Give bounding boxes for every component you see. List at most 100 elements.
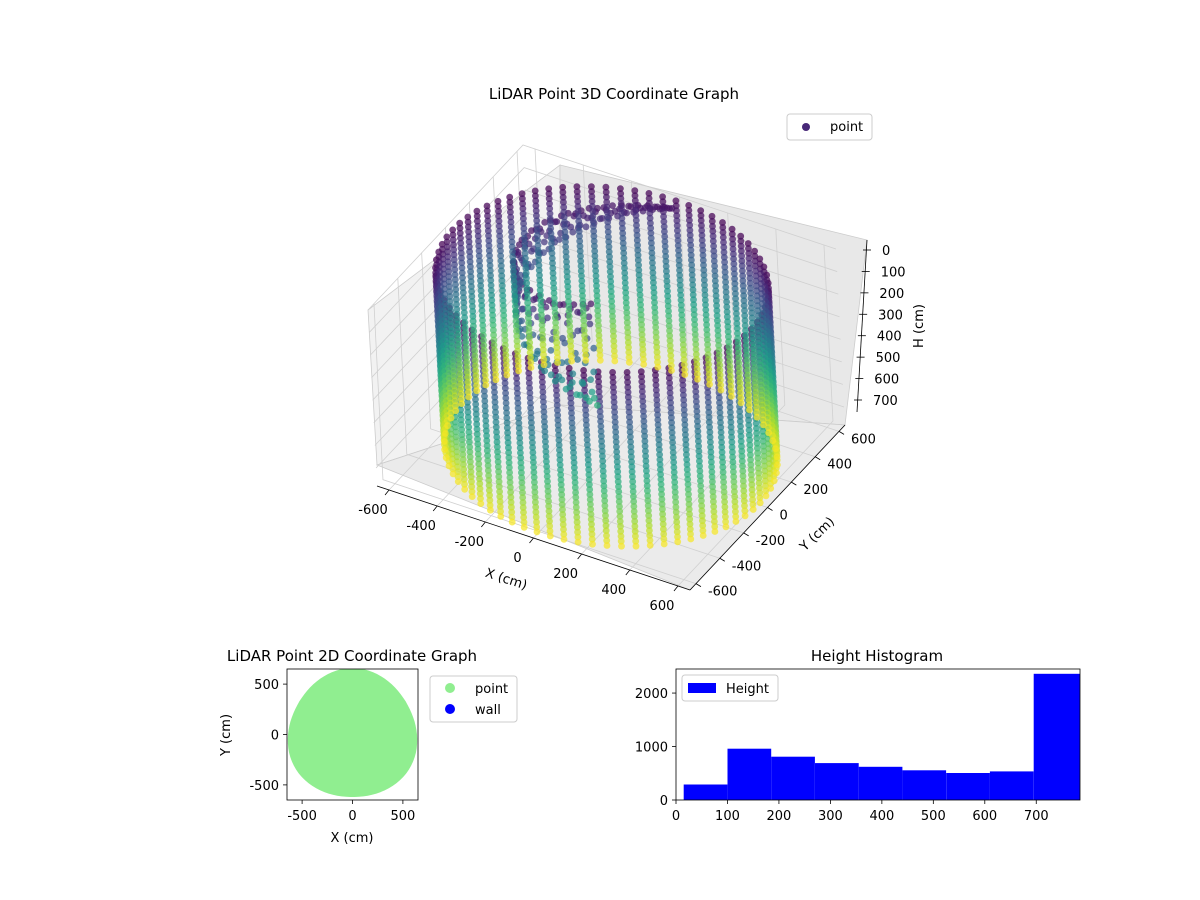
point-3d <box>485 487 493 494</box>
point-3d <box>460 294 467 302</box>
point-3d <box>520 514 528 521</box>
legend-2d-swatch-point <box>445 683 455 693</box>
point-3d <box>742 327 749 334</box>
point-3d <box>473 382 480 390</box>
point-3d <box>686 520 694 528</box>
point-3d <box>536 271 543 279</box>
point-3d <box>635 271 643 279</box>
point-3d <box>674 227 681 235</box>
point-3d <box>457 234 464 242</box>
point-3d <box>629 473 636 481</box>
point-3d <box>532 202 540 210</box>
z-tick-label-3d: 400 <box>877 330 902 345</box>
point-3d <box>474 435 481 443</box>
point-3d <box>497 262 505 270</box>
point-3d <box>666 389 674 397</box>
point-3d <box>608 303 616 310</box>
point-3d <box>532 503 540 511</box>
point-3d <box>585 471 593 479</box>
point-3d <box>687 530 694 538</box>
point-3d <box>623 304 630 312</box>
point-3d <box>658 500 666 508</box>
point-3d <box>667 357 675 364</box>
point-3d <box>458 431 466 439</box>
point-3d <box>744 381 752 389</box>
point-3d <box>493 438 501 446</box>
point-3d <box>512 317 520 325</box>
point-3d <box>542 438 549 445</box>
point-3d <box>452 402 459 410</box>
point-3d <box>678 321 686 329</box>
point-3d <box>592 272 600 280</box>
point-3d <box>567 347 575 355</box>
point-3d <box>677 296 685 304</box>
point-3d <box>487 277 495 284</box>
point-3d <box>531 187 539 195</box>
point-3d <box>711 518 718 525</box>
point-3d <box>752 267 759 275</box>
point-3d <box>506 198 514 206</box>
point-3d <box>716 404 724 411</box>
point-3d <box>540 238 548 246</box>
x-tick-label-histogram: 300 <box>818 809 843 824</box>
point-3d <box>572 503 580 511</box>
point-3d <box>491 351 498 359</box>
point-3d <box>464 413 472 421</box>
point-3d <box>443 233 451 241</box>
point-3d <box>730 250 737 258</box>
point-3d <box>719 458 726 466</box>
point-3d <box>732 295 739 302</box>
point-3d <box>699 251 707 259</box>
point-3d <box>578 287 586 295</box>
x-tick-label-3d: 0 <box>513 551 521 566</box>
point-3d <box>726 403 734 411</box>
point-3d <box>737 232 745 240</box>
point-3d <box>723 308 731 316</box>
legend-histogram-frame <box>681 674 779 702</box>
point-3d <box>505 444 512 452</box>
point-3d <box>474 232 482 240</box>
point-3d <box>444 422 451 430</box>
point-3d <box>587 376 594 383</box>
point-3d <box>453 310 461 318</box>
point-3d <box>718 453 726 461</box>
point-3d <box>616 513 624 520</box>
point-3d <box>449 226 457 234</box>
point-3d <box>642 457 650 465</box>
point-3d <box>590 368 598 376</box>
point-3d <box>616 503 623 510</box>
point-3d <box>638 373 645 380</box>
point-3d <box>595 378 602 386</box>
point-3d <box>705 418 713 426</box>
point-3d <box>577 257 585 265</box>
point-3d <box>582 411 590 419</box>
point-3d <box>556 461 564 469</box>
point-3d <box>454 478 462 485</box>
point-3d <box>562 248 570 256</box>
point-3d <box>753 408 761 416</box>
point-3d <box>755 327 762 334</box>
point-3d <box>588 198 596 205</box>
point-3d <box>751 257 759 265</box>
point-3d <box>652 381 660 389</box>
point-3d <box>574 356 581 363</box>
point-3d <box>451 392 459 400</box>
point-3d <box>574 198 582 205</box>
point-3d <box>479 317 486 324</box>
point-3d <box>531 493 539 501</box>
point-3d <box>730 473 738 481</box>
point-3d <box>694 375 701 383</box>
point-3d <box>715 337 722 344</box>
x-tick-mark-3d <box>625 569 631 576</box>
point-3d <box>674 242 682 249</box>
point-3d <box>507 208 514 216</box>
point-3d <box>626 418 633 426</box>
point-3d <box>695 447 703 455</box>
point-3d <box>552 367 559 374</box>
point-3d <box>568 414 576 422</box>
point-3d <box>495 217 503 225</box>
point-3d <box>626 423 634 431</box>
point-3d <box>640 422 648 430</box>
point-3d <box>496 227 503 235</box>
point-3d <box>686 231 694 239</box>
